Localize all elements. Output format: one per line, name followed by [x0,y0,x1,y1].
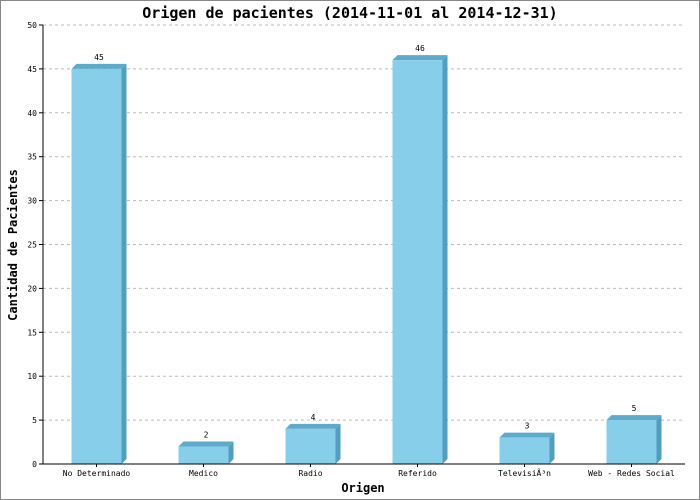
x-tick-label: Radio [298,469,322,478]
bar [71,68,122,465]
bar-top [606,415,662,421]
bar-value-label: 4 [311,413,316,422]
x-axis-title: Origen [341,481,384,495]
bar [606,420,657,464]
bar-top [71,63,127,69]
labels: 45 No Determinado 2 Medico 4 Radio 46 Referido 3… [63,44,675,478]
bar-value-label: 2 [204,430,209,439]
x-tick-label: No Determinado [63,469,131,478]
y-tick-label: 20 [27,284,37,293]
bar-value-label: 5 [632,404,637,413]
x-tick-label: Web - Redes Social [588,469,675,478]
y-tick-label: 45 [27,65,37,74]
bar-top [499,432,555,438]
axes [42,25,685,467]
bar-value-label: 46 [415,44,425,53]
y-axis-title: Cantidad de Pacientes [6,169,20,321]
bar [178,446,229,464]
y-tick-label: 25 [27,241,37,250]
bar-value-label: 45 [94,53,104,62]
x-tick-label: Medico [189,469,218,478]
y-tick-label: 35 [27,153,37,162]
y-tick-label: 15 [27,328,37,337]
bar [392,60,443,465]
bar-top [392,55,448,61]
bar-side [549,432,555,464]
y-tick-label: 10 [27,372,37,381]
y-tick-label: 50 [27,21,37,30]
bar-side [656,415,662,464]
bars [71,55,662,465]
bar-side [228,441,234,464]
bar [499,437,550,464]
bar [285,428,336,464]
bar-top [285,423,341,429]
y-axis-ticks: 0 5 10 15 20 25 30 35 40 45 50 [27,21,43,469]
y-tick-label: 40 [27,109,37,118]
x-tick-label: Referido [398,469,437,478]
bar-side [335,423,341,464]
y-tick-label: 0 [32,460,37,469]
x-tick-label: TelevisiÃ³n [498,468,551,478]
y-tick-label: 30 [27,197,37,206]
chart-title: Origen de pacientes (2014-11-01 al 2014-… [142,4,557,22]
y-tick-label: 5 [32,416,37,425]
grid-lines [43,24,685,421]
bar-value-label: 3 [525,422,530,431]
bar-side [442,55,448,465]
bar-top [178,441,234,447]
bar-side [121,63,127,465]
